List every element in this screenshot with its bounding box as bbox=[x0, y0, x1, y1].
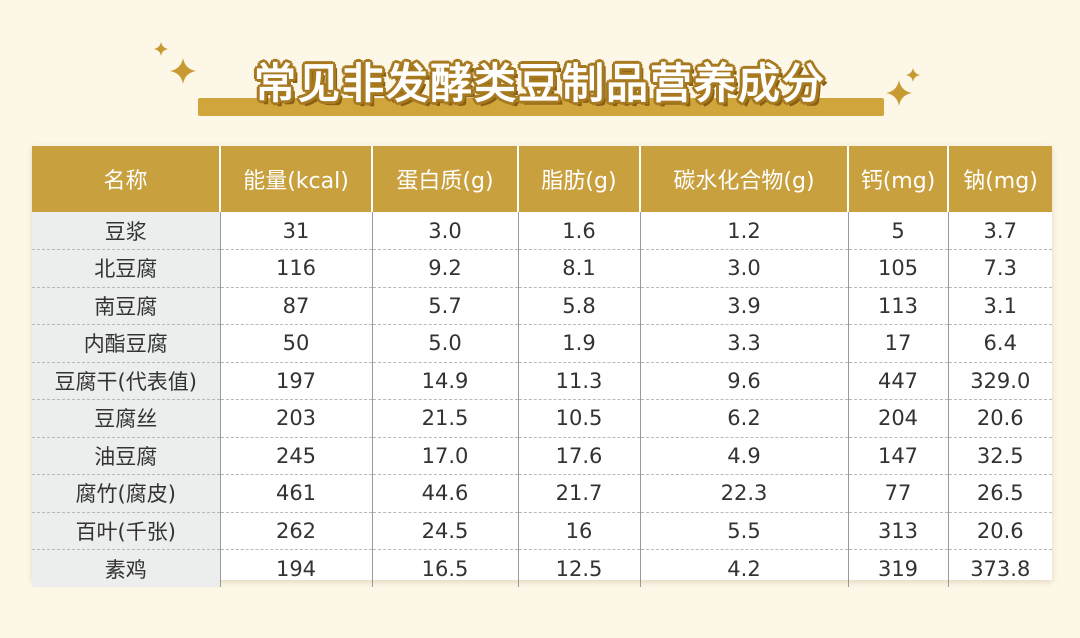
cell-protein: 5.0 bbox=[371, 324, 518, 362]
sparkle-icon-large-right bbox=[886, 80, 912, 106]
cell-calcium: 147 bbox=[847, 436, 948, 475]
cell-name: 油豆腐 bbox=[32, 436, 220, 475]
cell-energy: 245 bbox=[219, 436, 372, 475]
cell-carbohydrate: 5.5 bbox=[639, 511, 848, 550]
cell-fat: 12.5 bbox=[517, 549, 640, 587]
cell-calcium: 319 bbox=[847, 549, 948, 587]
cell-protein: 14.9 bbox=[371, 361, 518, 400]
cell-name: 北豆腐 bbox=[32, 249, 220, 287]
nutrition-table-card: 名称 能量(kcal) 蛋白质(g) 脂肪(g) 碳水化合物(g) 钙(mg) … bbox=[32, 146, 1052, 587]
cell-carbohydrate: 4.2 bbox=[639, 549, 848, 587]
header-energy: 能量(kcal) bbox=[219, 146, 372, 212]
table-row: 油豆腐 245 17.0 17.6 4.9 147 32.5 bbox=[32, 436, 1052, 475]
cell-protein: 21.5 bbox=[371, 399, 518, 437]
cell-carbohydrate: 3.0 bbox=[639, 249, 848, 287]
cell-carbohydrate: 6.2 bbox=[639, 399, 848, 437]
cell-energy: 31 bbox=[219, 212, 372, 250]
cell-sodium: 20.6 bbox=[947, 399, 1052, 437]
cell-energy: 262 bbox=[219, 511, 372, 550]
cell-fat: 5.8 bbox=[517, 286, 640, 325]
nutrition-table: 名称 能量(kcal) 蛋白质(g) 脂肪(g) 碳水化合物(g) 钙(mg) … bbox=[32, 146, 1052, 587]
table-row: 腐竹(腐皮) 461 44.6 21.7 22.3 77 26.5 bbox=[32, 474, 1052, 512]
header-calcium: 钙(mg) bbox=[847, 146, 948, 212]
sparkle-icon-small-right bbox=[906, 68, 920, 82]
cell-calcium: 17 bbox=[847, 324, 948, 362]
cell-name: 腐竹(腐皮) bbox=[32, 474, 220, 512]
cell-sodium: 3.1 bbox=[947, 286, 1052, 325]
cell-sodium: 26.5 bbox=[947, 474, 1052, 512]
cell-energy: 197 bbox=[219, 361, 372, 400]
cell-carbohydrate: 22.3 bbox=[639, 474, 848, 512]
cell-calcium: 105 bbox=[847, 249, 948, 287]
cell-sodium: 20.6 bbox=[947, 511, 1052, 550]
cell-sodium: 7.3 bbox=[947, 249, 1052, 287]
header-sodium: 钠(mg) bbox=[947, 146, 1052, 212]
cell-calcium: 313 bbox=[847, 511, 948, 550]
cell-protein: 3.0 bbox=[371, 212, 518, 250]
table-row: 内酯豆腐 50 5.0 1.9 3.3 17 6.4 bbox=[32, 324, 1052, 362]
cell-fat: 16 bbox=[517, 511, 640, 550]
cell-energy: 203 bbox=[219, 399, 372, 437]
title-area: 常见非发酵类豆制品营养成分 bbox=[0, 40, 1080, 120]
table-row: 南豆腐 87 5.7 5.8 3.9 113 3.1 bbox=[32, 286, 1052, 325]
sparkle-icon-small-left bbox=[154, 42, 168, 56]
cell-calcium: 5 bbox=[847, 212, 948, 250]
table-row: 豆腐干(代表值) 197 14.9 11.3 9.6 447 329.0 bbox=[32, 361, 1052, 400]
table-row: 北豆腐 116 9.2 8.1 3.0 105 7.3 bbox=[32, 249, 1052, 287]
header-fat: 脂肪(g) bbox=[517, 146, 640, 212]
cell-energy: 87 bbox=[219, 286, 372, 325]
cell-protein: 16.5 bbox=[371, 549, 518, 587]
cell-carbohydrate: 9.6 bbox=[639, 361, 848, 400]
cell-carbohydrate: 4.9 bbox=[639, 436, 848, 475]
table-row: 豆腐丝 203 21.5 10.5 6.2 204 20.6 bbox=[32, 399, 1052, 437]
cell-name: 豆腐干(代表值) bbox=[32, 361, 220, 400]
cell-protein: 24.5 bbox=[371, 511, 518, 550]
sparkle-icon-large-left bbox=[170, 58, 196, 84]
cell-carbohydrate: 3.9 bbox=[639, 286, 848, 325]
cell-energy: 116 bbox=[219, 249, 372, 287]
cell-name: 豆浆 bbox=[32, 212, 220, 250]
cell-name: 百叶(千张) bbox=[32, 511, 220, 550]
header-carbohydrate: 碳水化合物(g) bbox=[639, 146, 848, 212]
cell-calcium: 204 bbox=[847, 399, 948, 437]
cell-name: 南豆腐 bbox=[32, 286, 220, 325]
cell-fat: 1.6 bbox=[517, 212, 640, 250]
page-title: 常见非发酵类豆制品营养成分 bbox=[253, 58, 826, 108]
cell-fat: 17.6 bbox=[517, 436, 640, 475]
cell-fat: 10.5 bbox=[517, 399, 640, 437]
table-header-row: 名称 能量(kcal) 蛋白质(g) 脂肪(g) 碳水化合物(g) 钙(mg) … bbox=[32, 146, 1052, 212]
cell-sodium: 6.4 bbox=[947, 324, 1052, 362]
cell-sodium: 373.8 bbox=[947, 549, 1052, 587]
cell-energy: 461 bbox=[219, 474, 372, 512]
cell-name: 内酯豆腐 bbox=[32, 324, 220, 362]
table-row: 素鸡 194 16.5 12.5 4.2 319 373.8 bbox=[32, 549, 1052, 587]
cell-sodium: 32.5 bbox=[947, 436, 1052, 475]
cell-calcium: 113 bbox=[847, 286, 948, 325]
cell-calcium: 447 bbox=[847, 361, 948, 400]
cell-carbohydrate: 3.3 bbox=[639, 324, 848, 362]
cell-protein: 5.7 bbox=[371, 286, 518, 325]
cell-energy: 194 bbox=[219, 549, 372, 587]
table-row: 豆浆 31 3.0 1.6 1.2 5 3.7 bbox=[32, 212, 1052, 250]
cell-fat: 21.7 bbox=[517, 474, 640, 512]
cell-name: 豆腐丝 bbox=[32, 399, 220, 437]
cell-fat: 11.3 bbox=[517, 361, 640, 400]
cell-calcium: 77 bbox=[847, 474, 948, 512]
title-underline bbox=[198, 98, 884, 116]
cell-fat: 1.9 bbox=[517, 324, 640, 362]
cell-carbohydrate: 1.2 bbox=[639, 212, 848, 250]
table-row: 百叶(千张) 262 24.5 16 5.5 313 20.6 bbox=[32, 511, 1052, 550]
cell-energy: 50 bbox=[219, 324, 372, 362]
cell-sodium: 3.7 bbox=[947, 212, 1052, 250]
cell-name: 素鸡 bbox=[32, 549, 220, 587]
cell-fat: 8.1 bbox=[517, 249, 640, 287]
cell-protein: 44.6 bbox=[371, 474, 518, 512]
cell-protein: 17.0 bbox=[371, 436, 518, 475]
header-protein: 蛋白质(g) bbox=[371, 146, 518, 212]
cell-protein: 9.2 bbox=[371, 249, 518, 287]
cell-sodium: 329.0 bbox=[947, 361, 1052, 400]
header-name: 名称 bbox=[103, 169, 148, 194]
